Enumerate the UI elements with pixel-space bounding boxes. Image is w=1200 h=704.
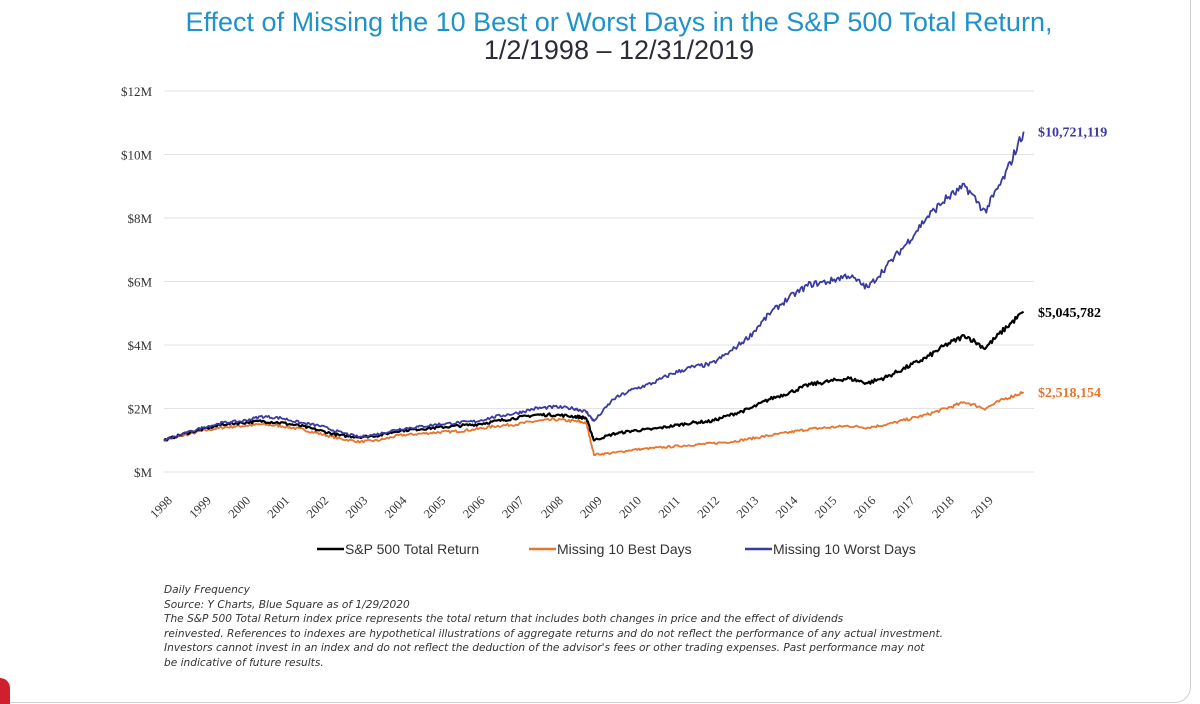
y-tick-label: $6M <box>127 275 152 290</box>
legend: S&P 500 Total Return Missing 10 Best Days… <box>317 541 916 557</box>
end-value-labels: $10,721,119 $5,045,782 $2,518,154 <box>1038 126 1107 401</box>
x-tick-label: 2015 <box>812 493 840 521</box>
x-tick-label: 2010 <box>616 493 644 521</box>
x-tick-label: 1999 <box>186 493 214 521</box>
y-tick-label: $8M <box>127 211 152 226</box>
y-tick-label: $4M <box>127 338 152 353</box>
footnote-line: Daily Frequency <box>164 584 250 596</box>
legend-label: S&P 500 Total Return <box>345 541 479 557</box>
x-tick-label: 2006 <box>460 493 488 521</box>
x-tick-label: 2003 <box>343 493 371 521</box>
x-tick-label: 2011 <box>656 494 683 521</box>
end-value-label: $10,721,119 <box>1038 126 1107 141</box>
series-line <box>163 391 1025 457</box>
x-tick-label: 2016 <box>851 493 879 521</box>
x-tick-label: 2013 <box>734 493 762 521</box>
y-tick-label: $12M <box>121 84 153 99</box>
x-axis-ticks: 1998 1999 2000 2001 2002 2003 2004 2005 2006 2007… <box>147 493 995 521</box>
footnote-line: Investors cannot invest in an index and … <box>164 642 925 655</box>
x-tick-label: 2000 <box>226 493 254 521</box>
chart-subtitle-dates: 1/2/1998 – 12/31/2019 <box>483 35 755 65</box>
footnote-line: The S&P 500 Total Return index price rep… <box>164 613 844 626</box>
chart-card: Effect of Missing the 10 Best or Worst D… <box>4 0 1191 703</box>
x-tick-label: 2007 <box>499 493 527 521</box>
corner-decoration <box>0 678 10 704</box>
legend-label: Missing 10 Worst Days <box>773 541 916 557</box>
x-tick-label: 2001 <box>265 493 293 521</box>
y-axis-ticks: $M $2M $4M $6M $8M $10M $12M <box>121 84 153 480</box>
y-tick-label: $M <box>134 465 153 480</box>
footnote-line: be indicative of future results. <box>164 656 324 669</box>
grid-lines <box>164 90 1034 473</box>
chart-title: Effect of Missing the 10 Best or Worst D… <box>185 7 1053 37</box>
footnotes: Daily Frequency Source: Y Charts, Blue S… <box>164 583 1104 671</box>
x-tick-label: 2014 <box>773 493 801 521</box>
x-tick-label: 2009 <box>577 493 605 521</box>
end-value-label: $5,045,782 <box>1038 306 1101 321</box>
series-line <box>163 310 1025 442</box>
x-tick-label: 2017 <box>890 493 918 521</box>
y-tick-label: $10M <box>121 148 153 163</box>
x-tick-label: 2005 <box>421 493 449 521</box>
x-tick-label: 2008 <box>538 493 566 521</box>
footnote-line: reinvested. References to indexes are hy… <box>164 627 944 640</box>
end-value-label: $2,518,154 <box>1038 386 1101 401</box>
line-chart: $M $2M $4M $6M $8M $10M $12M 1998 1999 2000 2001 2… <box>121 84 1107 557</box>
x-tick-label: 2002 <box>304 493 332 521</box>
series-lines <box>163 131 1025 457</box>
footnote-line: Source: Y Charts, Blue Square as of 1/29… <box>164 598 410 611</box>
x-tick-label: 1998 <box>147 493 175 521</box>
x-tick-label: 2019 <box>968 493 996 521</box>
x-tick-label: 2004 <box>382 493 410 521</box>
legend-label: Missing 10 Best Days <box>557 541 692 557</box>
x-tick-label: 2012 <box>695 493 723 521</box>
series-line <box>163 131 1025 442</box>
y-tick-label: $2M <box>127 402 152 417</box>
x-tick-label: 2018 <box>929 493 957 521</box>
